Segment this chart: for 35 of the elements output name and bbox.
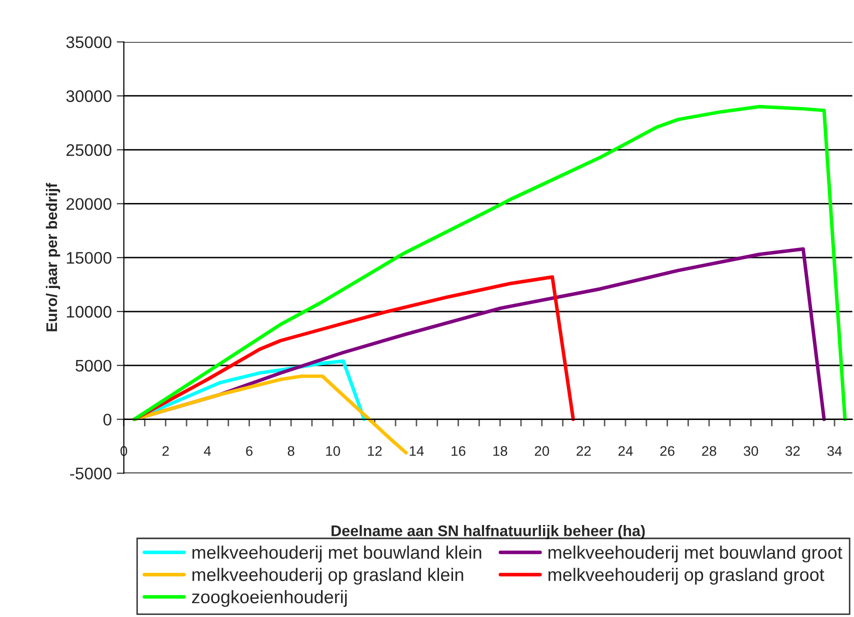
x-tick-label: 30 [744, 446, 758, 456]
x-tick-label: 18 [493, 446, 508, 456]
y-tick-label: 0 [103, 414, 112, 426]
x-tick-label: 34 [827, 446, 842, 456]
x-tick-label: 32 [786, 446, 800, 456]
y-tick-label: 20000 [66, 198, 112, 210]
x-tick-label: 26 [660, 446, 674, 456]
x-tick-label: 4 [204, 446, 211, 456]
x-tick-label: 14 [410, 446, 424, 456]
legend-label: zoogkoeienhouderij [192, 590, 347, 607]
x-tick-label: 16 [452, 446, 466, 456]
y-axis-title: Euro/ jaar per bedrijf [46, 182, 60, 332]
y-tick-label: 35000 [66, 36, 112, 48]
legend-label: melkveehouderij op grasland klein [192, 568, 464, 585]
x-axis-title: Deelname aan SN halfnatuurlijk beheer (ha) [332, 524, 645, 540]
x-tick-label: 22 [576, 446, 591, 456]
y-tick-label: 30000 [66, 90, 112, 102]
line-series [132, 275, 575, 422]
x-tick-label: 28 [702, 446, 716, 456]
legend-label: melkveehouderij met bouwland groot [548, 546, 842, 562]
y-tick-label: 10000 [66, 306, 112, 318]
y-tick-label: 25000 [66, 144, 112, 156]
line-series [132, 104, 847, 422]
x-tick-label: 20 [534, 446, 550, 456]
y-tick-label: 5000 [76, 360, 112, 372]
x-tick-label: 24 [618, 446, 633, 456]
legend-label: melkveehouderij op grasland groot [548, 568, 824, 585]
x-tick-label: 8 [288, 446, 294, 456]
x-tick-label: 6 [246, 446, 252, 456]
legend-label: melkveehouderij met bouwland klein [192, 546, 482, 562]
x-tick-label: 12 [368, 446, 382, 456]
x-tick-label: 2 [162, 446, 169, 456]
x-tick-label: 10 [326, 446, 340, 456]
y-tick-label: -5000 [70, 468, 112, 480]
y-tick-label: 15000 [66, 252, 112, 264]
